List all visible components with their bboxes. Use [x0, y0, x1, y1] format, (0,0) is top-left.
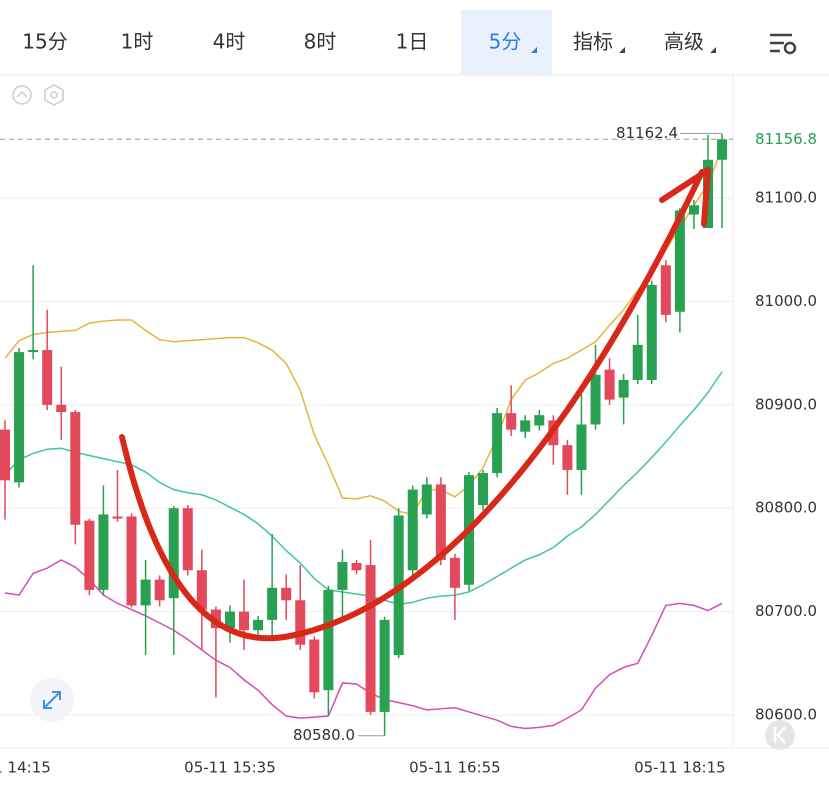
candle-body [56, 404, 67, 413]
tab[interactable]: 指标 [573, 30, 613, 54]
high-label: 81162.4 [616, 124, 678, 142]
candle-body [239, 611, 250, 631]
candle-body [154, 579, 165, 601]
candle-body [253, 619, 264, 631]
tab[interactable]: 1时 [121, 30, 154, 54]
scroll-latest-button[interactable] [765, 720, 795, 750]
tab[interactable]: 15分 [22, 30, 67, 54]
tab[interactable]: 1日 [396, 30, 429, 54]
dropdown-caret [710, 47, 716, 53]
candle-body [379, 619, 390, 712]
settings-icon[interactable] [770, 33, 797, 55]
candle-body [98, 514, 109, 590]
tab[interactable]: 5分 [489, 30, 522, 54]
indicator-icons[interactable] [12, 84, 64, 106]
plot-area: 80600.0 80700.0 80800.0 80900.0 81000.0 81100… [0, 124, 826, 777]
tab-selected-bg [461, 10, 552, 75]
candle-body [492, 413, 503, 474]
tab[interactable]: 4时 [213, 30, 246, 54]
x-tick-label: 05-11 15:35 [184, 759, 276, 777]
candle-body [435, 484, 446, 560]
candle-body [674, 210, 685, 312]
candle-body [688, 205, 699, 215]
trend-arrow [119, 169, 705, 642]
candle-body [281, 587, 292, 601]
y-tick-label: 80800.0 [755, 499, 817, 517]
candle-body [0, 429, 10, 481]
candle-body [604, 369, 615, 400]
candle-body [407, 489, 418, 571]
band-line [4, 559, 723, 730]
candle-body [590, 374, 601, 425]
last-price-label: 81156.8 [755, 130, 817, 148]
candle-body [14, 352, 25, 483]
candle-body [112, 516, 123, 519]
candle-body [562, 445, 573, 470]
y-tick-label: 80900.0 [755, 395, 817, 413]
candle-body [632, 344, 643, 381]
candle-body [267, 587, 278, 620]
toolbar: 15分 1时 4时 8时 1日 5分 指标 高级 [22, 10, 716, 75]
candle-body [717, 139, 728, 160]
candle-body [224, 611, 235, 629]
candle-body [126, 516, 137, 606]
tab[interactable]: 高级 [664, 30, 704, 54]
candle-body [646, 284, 657, 381]
band-line [4, 147, 723, 516]
candle-body [337, 561, 348, 590]
candle-body [196, 570, 207, 610]
dropdown-caret [619, 47, 625, 53]
y-tick-label: 81100.0 [755, 189, 817, 207]
candle-body [42, 350, 53, 405]
y-tick-label: 80600.0 [755, 706, 817, 724]
dropdown-caret [531, 47, 537, 53]
last-price-bg [738, 127, 826, 152]
candle-body [506, 413, 517, 430]
candle-body [351, 563, 362, 571]
zoom-button[interactable] [30, 678, 74, 722]
x-tick-label: 05-11 14:15 [0, 759, 51, 777]
candle-body [168, 508, 179, 599]
candle-body [182, 508, 193, 571]
candle-body [576, 424, 587, 470]
candle-body [534, 415, 545, 426]
trend-arrow-head [659, 167, 711, 227]
candle-body [323, 589, 334, 691]
candle-body [660, 265, 671, 315]
candle-body [365, 565, 376, 712]
x-tick-label: 05-11 16:55 [409, 759, 501, 777]
candle-body [478, 473, 489, 506]
candle-body [520, 420, 531, 432]
candle-body [449, 557, 460, 588]
y-tick-label: 81000.0 [755, 292, 817, 310]
candle-body [28, 350, 39, 353]
candle-body [70, 412, 81, 525]
candle-body [309, 639, 320, 693]
band-line [4, 371, 723, 606]
candle-body [618, 380, 629, 398]
low-label: 80580.0 [293, 726, 355, 744]
tab[interactable]: 8时 [304, 30, 337, 54]
x-tick-label: 05-11 18:15 [634, 759, 726, 777]
y-tick-label: 80700.0 [755, 602, 817, 620]
candle-body [140, 579, 151, 606]
candle-body [421, 484, 432, 515]
candle-body [84, 520, 95, 590]
candle-body [295, 600, 306, 645]
